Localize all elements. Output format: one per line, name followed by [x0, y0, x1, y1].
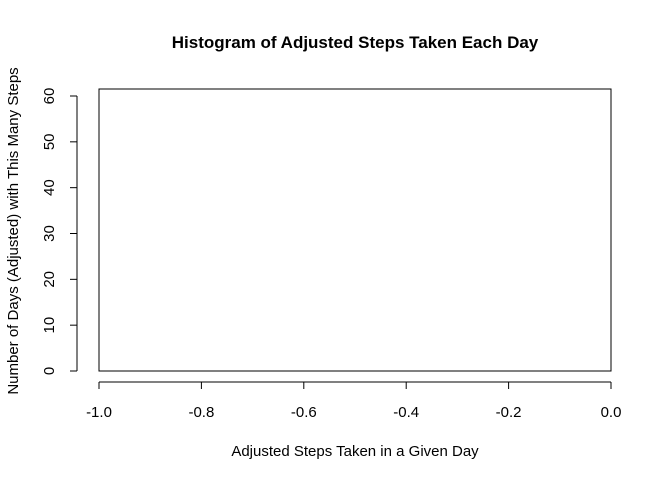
x-tick-label: 0.0 — [601, 404, 622, 421]
y-tick-label: 40 — [41, 179, 58, 196]
y-tick-label: 20 — [41, 271, 58, 288]
x-tick-label: -0.4 — [393, 404, 419, 421]
y-tick-label: 50 — [41, 133, 58, 150]
y-tick-label: 0 — [41, 367, 58, 375]
x-tick-label: -1.0 — [86, 404, 112, 421]
y-tick-label: 10 — [41, 317, 58, 334]
x-tick-label: -0.2 — [496, 404, 522, 421]
y-axis-label: Number of Days (Adjusted) with This Many… — [5, 67, 22, 394]
x-axis: -1.0 -0.8 -0.6 -0.4 -0.2 0.0 — [86, 381, 622, 421]
x-tick-label: -0.8 — [188, 404, 214, 421]
plot-area-frame — [98, 88, 612, 372]
y-tick-label: 30 — [41, 225, 58, 242]
x-tick-label: -0.6 — [291, 404, 317, 421]
y-axis: 0 10 20 30 40 50 60 — [41, 88, 78, 375]
chart-title: Histogram of Adjusted Steps Taken Each D… — [172, 33, 539, 52]
y-tick-label: 60 — [41, 88, 58, 105]
x-axis-label: Adjusted Steps Taken in a Given Day — [231, 443, 479, 460]
